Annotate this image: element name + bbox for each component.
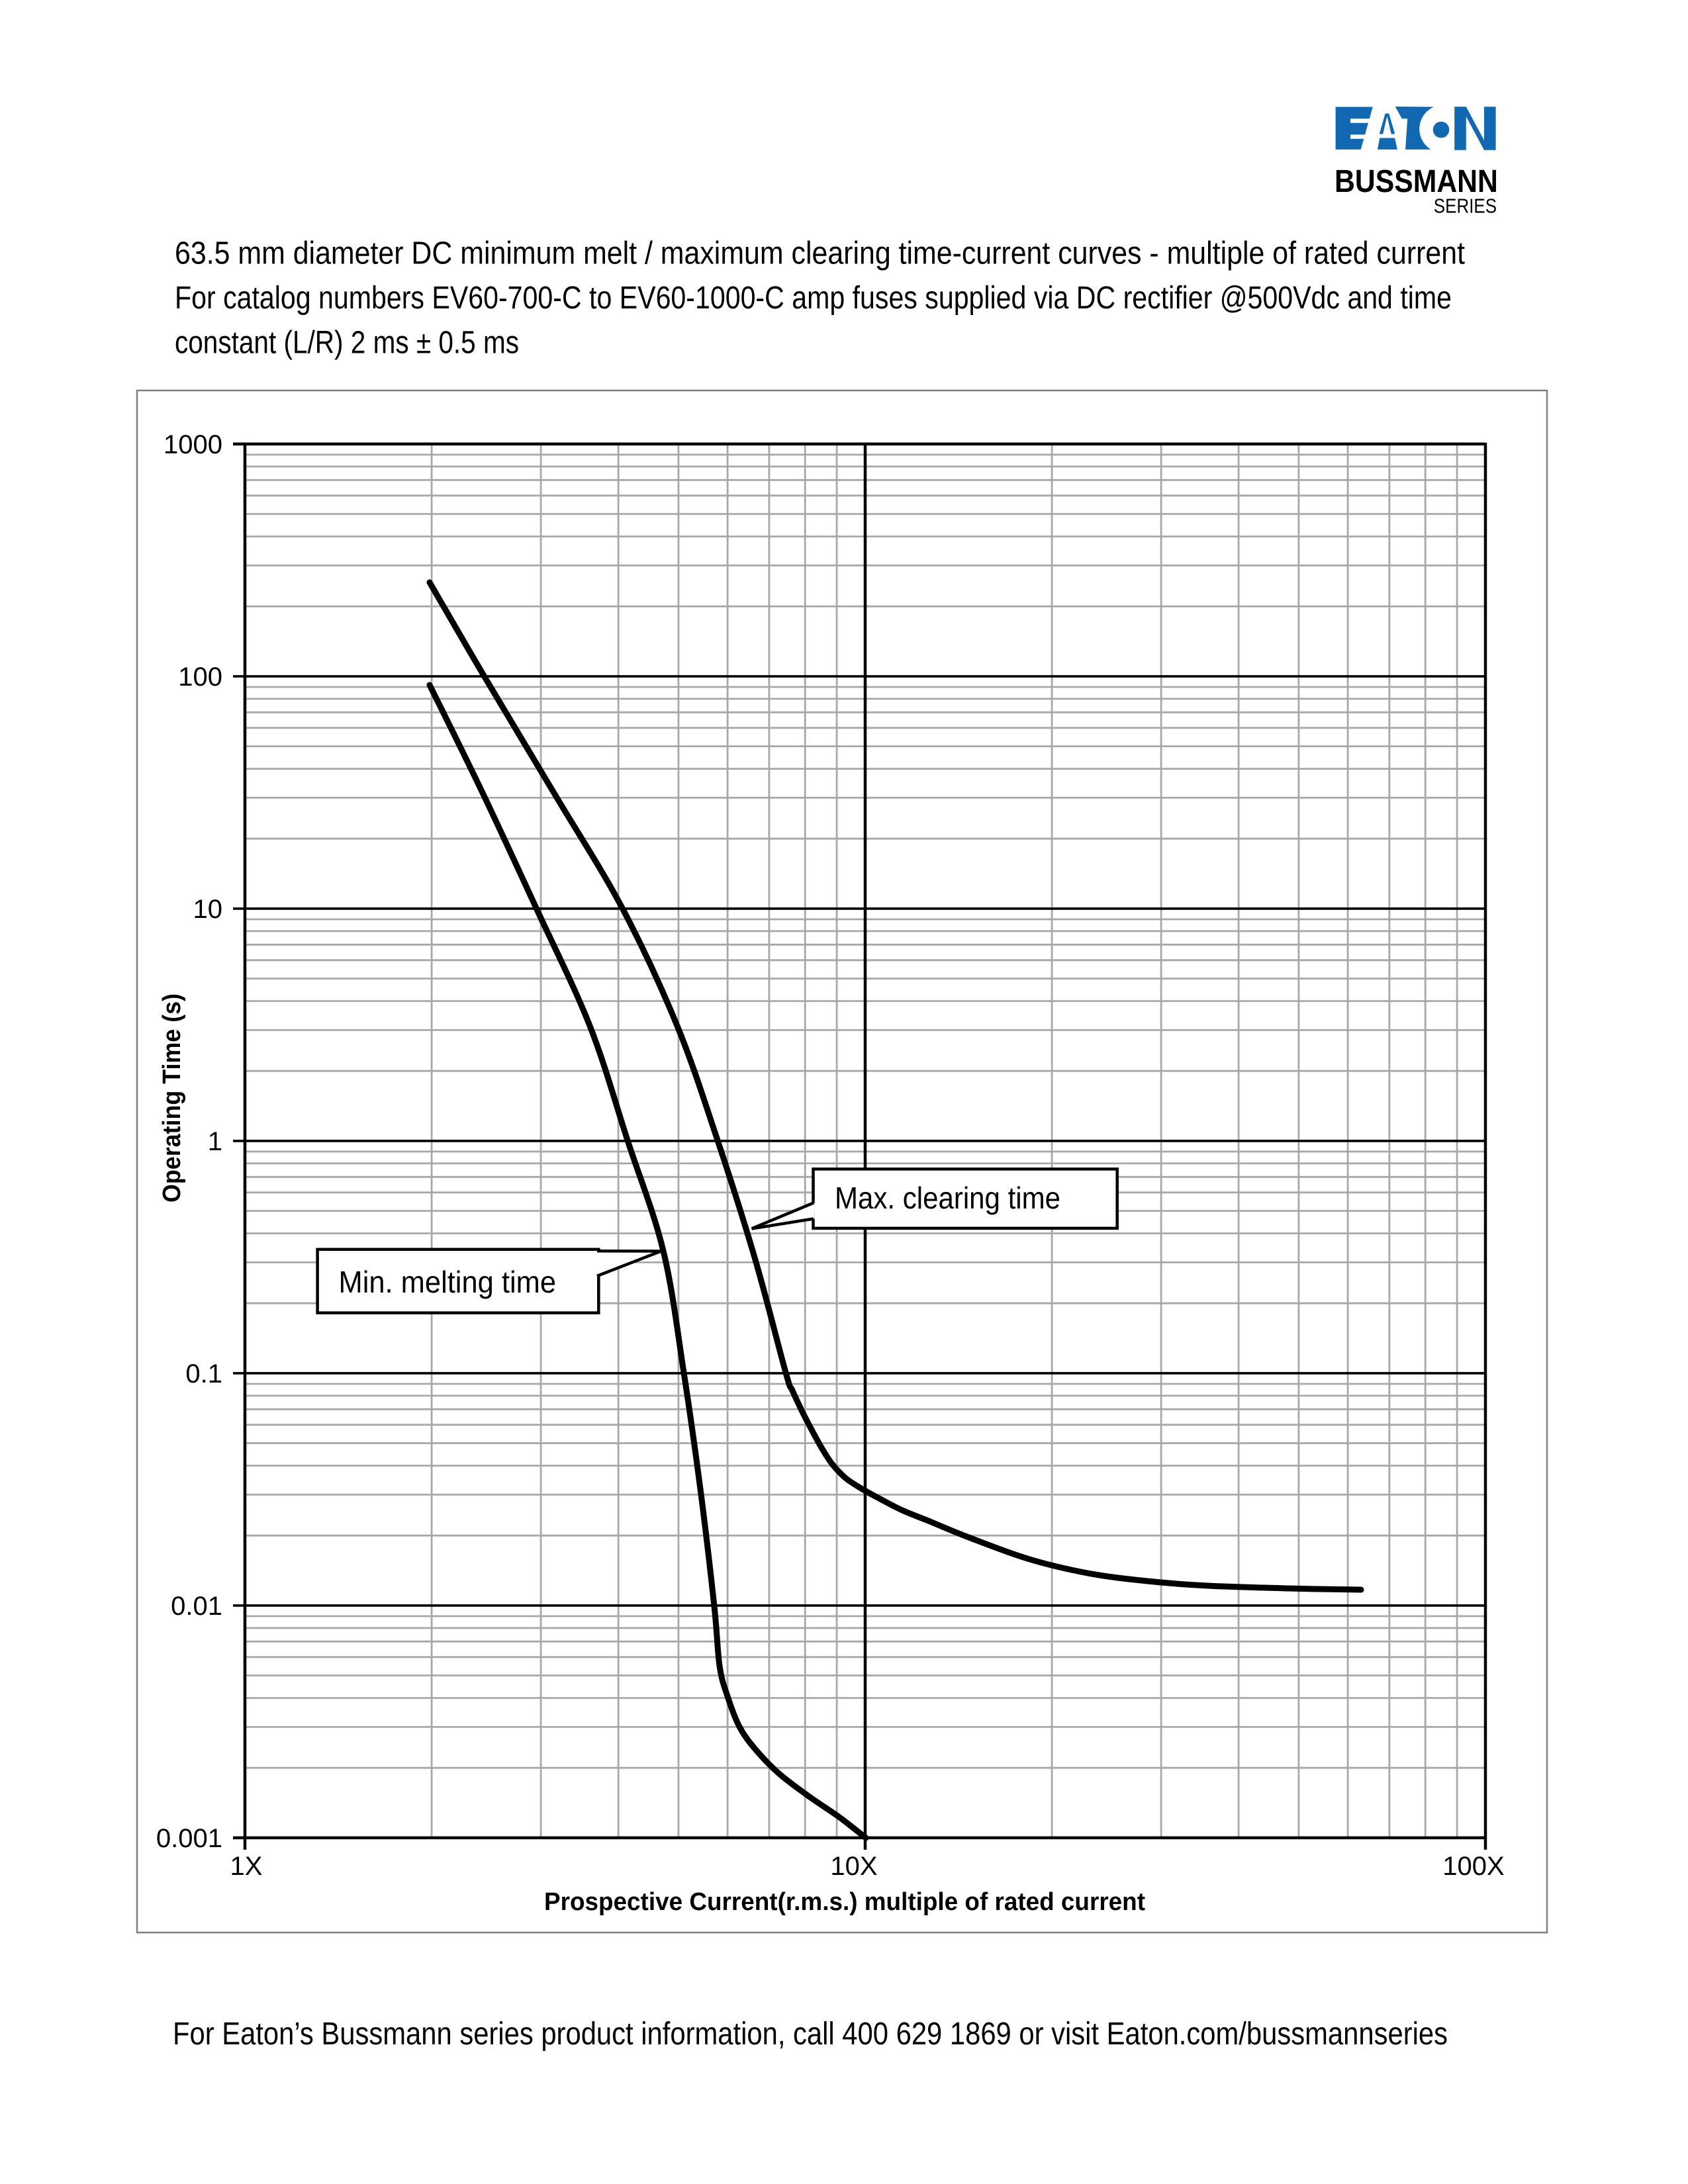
svg-text:0.01: 0.01 — [171, 1592, 222, 1621]
svg-text:Max. clearing time: Max. clearing time — [835, 1181, 1060, 1215]
svg-text:constant (L/R) 2 ms ± 0.5 ms: constant (L/R) 2 ms ± 0.5 ms — [175, 326, 519, 361]
svg-text:1X: 1X — [230, 1852, 263, 1881]
svg-text:Operating Time (s): Operating Time (s) — [158, 993, 186, 1203]
svg-text:For Eaton’s Bussmann series pr: For Eaton’s Bussmann series product info… — [173, 2017, 1448, 2052]
svg-text:Min. melting time: Min. melting time — [339, 1265, 557, 1299]
svg-text:63.5 mm diameter DC minimum me: 63.5 mm diameter DC minimum melt / maxim… — [175, 236, 1465, 271]
svg-text:For catalog numbers EV60-700-C: For catalog numbers EV60-700-C to EV60-1… — [175, 281, 1452, 316]
svg-text:0.1: 0.1 — [185, 1359, 222, 1388]
svg-text:10: 10 — [193, 895, 223, 924]
svg-text:100X: 100X — [1442, 1852, 1504, 1881]
svg-text:0.001: 0.001 — [156, 1824, 222, 1853]
svg-text:SERIES: SERIES — [1434, 195, 1497, 218]
svg-text:1000: 1000 — [164, 430, 222, 459]
svg-text:100: 100 — [178, 662, 222, 692]
svg-text:10X: 10X — [830, 1852, 877, 1881]
svg-text:1: 1 — [208, 1127, 222, 1156]
svg-text:Prospective Current(r.m.s.) mu: Prospective Current(r.m.s.) multiple of … — [544, 1888, 1145, 1916]
svg-text:BUSSMANN: BUSSMANN — [1335, 163, 1498, 199]
